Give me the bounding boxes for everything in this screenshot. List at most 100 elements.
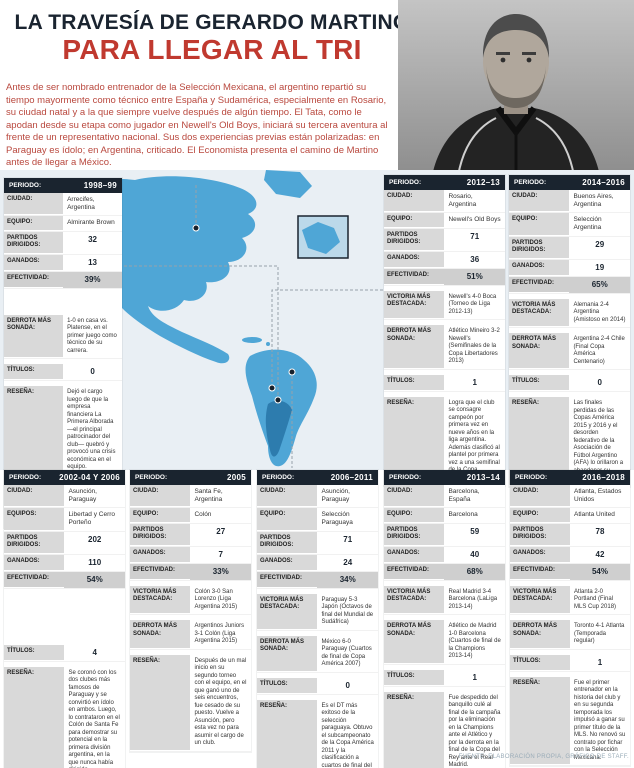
card-header: PERIODO: 1998–99 xyxy=(4,178,122,193)
ciudad-value: Atlanta, Estados Unidos xyxy=(574,488,622,504)
equipo-label: EQUIPO: xyxy=(510,508,570,523)
card-header: PERIODO: 2005 xyxy=(130,470,251,485)
titulos-value: 0 xyxy=(90,367,95,377)
spacer xyxy=(4,288,122,315)
ciudad-label: CIUDAD: xyxy=(130,485,191,508)
titulos-label: TÍTULOS: xyxy=(257,677,318,694)
city-marker-buenos-aires xyxy=(274,396,282,404)
equipo-row: EQUIPO: Atlanta United xyxy=(510,508,630,524)
derrota-row: DERROTA MÁS SONADA: 1-0 en casa vs. Plate… xyxy=(4,314,122,360)
equipo-label: EQUIPO: xyxy=(384,508,445,523)
partidos-row: PARTIDOS DIRIGIDOS: 59 xyxy=(384,523,505,547)
ganados-label: GANADOS: xyxy=(509,259,570,276)
derrota-row: DERROTA MÁS SONADA: México 6-0 Paraguay (… xyxy=(257,635,378,673)
titulos-label: TÍTULOS: xyxy=(384,669,445,686)
victoria-value: Colón 3-0 San Lorenzo (Liga Argentina 20… xyxy=(194,588,238,610)
periodo-value: 2002-04 Y 2006 xyxy=(59,473,120,482)
titulos-row: TÍTULOS: 1 xyxy=(510,654,630,672)
efectividad-label: EFECTIVIDAD: xyxy=(130,563,191,580)
periodo-value: 1998–99 xyxy=(83,181,117,190)
ciudad-value: Santa Fe, Argentina xyxy=(194,488,223,504)
ganados-value: 40 xyxy=(470,549,480,559)
equipo-value: Newell's Old Boys xyxy=(448,216,501,224)
page-title-line1: LA TRAVESÍA DE GERARDO MARTINO xyxy=(14,11,410,34)
ciudad-row: CIUDAD: Arrecifes, Argentina xyxy=(4,193,122,217)
partidos-row: PARTIDOS DIRIGIDOS: 29 xyxy=(509,236,630,260)
ganados-row: GANADOS: 19 xyxy=(509,259,630,277)
efectividad-label: EFECTIVIDAD: xyxy=(257,571,318,588)
partidos-row: PARTIDOS DIRIGIDOS: 202 xyxy=(4,531,125,555)
victoria-label: VICTORIA MÁS DESTACADA: xyxy=(510,585,570,615)
resena-value: Fue el primer entrenador en la historia … xyxy=(574,679,626,761)
victoria-value: Atlanta 2-0 Portland (Final MLS Cup 2018… xyxy=(574,588,617,610)
periodo-label: PERIODO: xyxy=(389,179,422,186)
efectividad-label: EFECTIVIDAD: xyxy=(510,563,570,580)
equipo-label: EQUIPO: xyxy=(257,508,318,531)
victoria-row: VICTORIA MÁS DESTACADA: Colón 3-0 San Lor… xyxy=(130,585,251,616)
equipo-value: Barcelona xyxy=(448,511,478,519)
resena-row: RESEÑA: Fue el primer entrenador en la hi… xyxy=(510,676,630,767)
partidos-value: 27 xyxy=(216,526,226,536)
ciudad-row: CIUDAD: Buenos Aires, Argentina xyxy=(509,190,630,214)
ciudad-value: Rosario, Argentina xyxy=(448,193,477,209)
equipo-row: EQUIPO: Selección Paraguaya xyxy=(257,508,378,532)
equipo-value: Almirante Brown xyxy=(67,219,115,227)
titulos-value: 1 xyxy=(597,657,603,667)
derrota-row: DERROTA MÁS SONADA: Atlético Mineiro 3-2 … xyxy=(384,325,505,370)
efectividad-value: 68% xyxy=(444,563,505,580)
partidos-label: PARTIDOS DIRIGIDOS: xyxy=(384,523,445,546)
ganados-row: GANADOS: 42 xyxy=(510,546,630,564)
victoria-row: VICTORIA MÁS DESTACADA: Alemania 2-4 Arge… xyxy=(509,298,630,328)
titulos-label: TÍTULOS: xyxy=(4,644,65,661)
partidos-label: PARTIDOS DIRIGIDOS: xyxy=(130,523,191,546)
ganados-row: GANADOS: 7 xyxy=(130,546,251,564)
city-markers xyxy=(192,224,296,404)
resena-row: RESEÑA: Fue despedido del banquillo culé … xyxy=(384,691,505,768)
derrota-row: DERROTA MÁS SONADA: Argentinos Juniors 3-… xyxy=(130,620,251,650)
period-card-2016-2018: PERIODO: 2016–2018 CIUDAD: Atlanta, Estad… xyxy=(510,470,630,767)
equipos-value: Libertad y Cerro Porteño xyxy=(68,511,116,527)
partidos-value: 59 xyxy=(470,526,480,536)
continent-greenland xyxy=(264,170,312,198)
portrait-illustration xyxy=(398,0,634,176)
ciudad-label: CIUDAD: xyxy=(509,190,570,213)
periodo-label: PERIODO: xyxy=(515,474,548,481)
titulos-label: TÍTULOS: xyxy=(510,654,570,671)
titulos-value: 0 xyxy=(597,378,602,387)
victoria-label: VICTORIA MÁS DESTACADA: xyxy=(384,585,445,615)
periodo-value: 2014–2016 xyxy=(582,178,625,187)
efectividad-row: EFECTIVIDAD: 68% xyxy=(384,563,505,581)
efectividad-value: 51% xyxy=(444,268,505,285)
martino-photo xyxy=(398,0,634,176)
efectividad-value: 54% xyxy=(64,571,125,588)
efectividad-value: 39% xyxy=(63,271,122,288)
efectividad-row: EFECTIVIDAD: 51% xyxy=(384,268,505,286)
periodo-label: PERIODO: xyxy=(262,474,295,481)
ganados-value: 7 xyxy=(218,549,223,559)
victoria-label: VICTORIA MÁS DESTACADA: xyxy=(130,585,191,615)
victoria-row: VICTORIA MÁS DESTACADA: Atlanta 2-0 Portl… xyxy=(510,585,630,616)
efectividad-row: EFECTIVIDAD: 65% xyxy=(509,276,630,294)
efectividad-value: 33% xyxy=(190,563,251,580)
victoria-row: VICTORIA MÁS DESTACADA: Real Madrid 3-4 B… xyxy=(384,585,505,616)
titulos-row: TÍTULOS: 4 xyxy=(4,644,125,662)
card-header: PERIODO: 2014–2016 xyxy=(509,175,630,190)
titulos-value: 1 xyxy=(472,672,477,682)
victoria-value: Newell's 4-0 Boca (Torneo de Liga 2012-1… xyxy=(448,293,497,315)
derrota-label: DERROTA MÁS SONADA: xyxy=(384,620,445,664)
partidos-label: PARTIDOS DIRIGIDOS: xyxy=(384,228,445,251)
period-card-2005: PERIODO: 2005 CIUDAD: Santa Fe, Argentina… xyxy=(130,470,251,752)
ciudad-label: CIUDAD: xyxy=(384,485,445,508)
ciudad-row: CIUDAD: Barcelona, España xyxy=(384,485,505,509)
efectividad-label: EFECTIVIDAD: xyxy=(4,571,65,588)
derrota-value: México 6-0 Paraguay (Cuartos de final de… xyxy=(321,638,372,668)
efectividad-label: EFECTIVIDAD: xyxy=(509,276,570,293)
ciudad-label: CIUDAD: xyxy=(4,485,65,508)
derrota-value: Toronto 4-1 Atlanta (Temporada regular) xyxy=(574,623,625,645)
victoria-label: VICTORIA MÁS DESTACADA: xyxy=(509,298,570,327)
resena-value: Fue despedido del banquillo culé al fina… xyxy=(448,694,501,768)
victoria-value: Real Madrid 3-4 Barcelona (LaLiga 2013-1… xyxy=(448,588,498,610)
titulos-row: TÍTULOS: 0 xyxy=(509,375,630,392)
titulos-label: TÍTULOS: xyxy=(4,364,64,381)
